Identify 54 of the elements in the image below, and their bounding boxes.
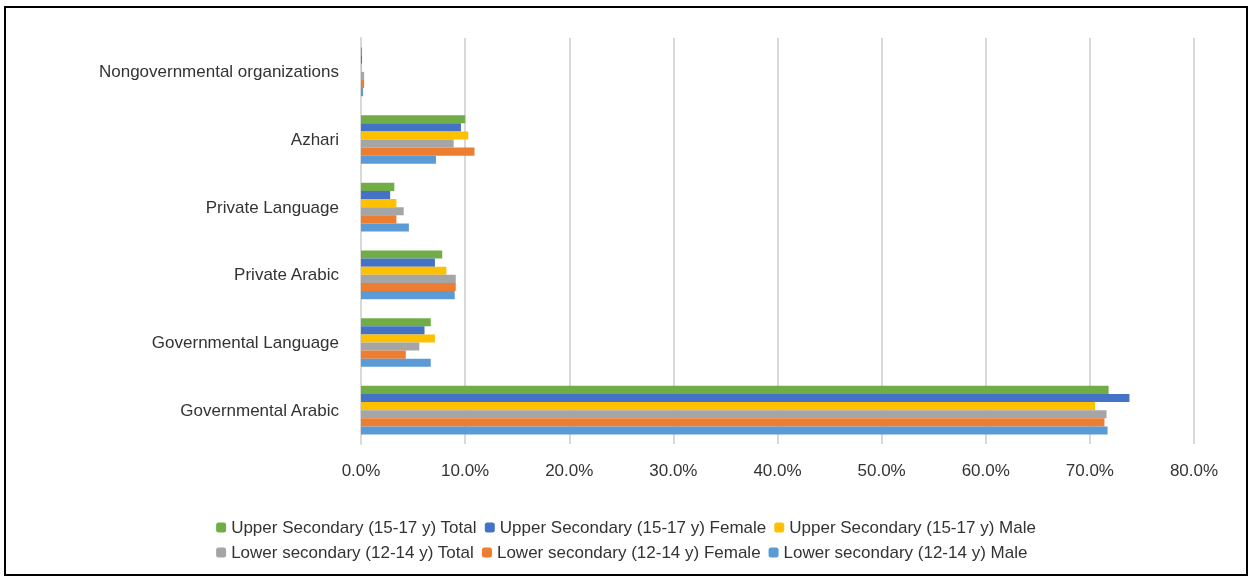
bar (361, 139, 454, 148)
bar (361, 266, 447, 275)
x-tick-label: 60.0% (961, 461, 1010, 480)
bar (361, 258, 435, 267)
x-tick-label: 40.0% (753, 461, 802, 480)
bar (361, 215, 397, 224)
bar (361, 88, 364, 97)
bar (361, 199, 397, 208)
x-tick-label: 50.0% (857, 461, 906, 480)
bar (361, 358, 431, 367)
bar (361, 223, 409, 232)
bar (361, 418, 1105, 427)
bar (361, 155, 436, 164)
y-tick-label: Private Language (205, 197, 339, 217)
legend-label: Upper Secondary (15-17 y) Total (231, 518, 477, 537)
bar (361, 318, 431, 327)
x-tick-label: 70.0% (1065, 461, 1114, 480)
x-tick-label: 30.0% (649, 461, 698, 480)
bar (361, 282, 456, 292)
bar (361, 291, 455, 300)
y-tick-label: Azhari (290, 130, 339, 149)
y-tick-label: Private Arabic (234, 265, 340, 285)
legend-label: Upper Secondary (15-17 y) Female (499, 518, 767, 537)
x-tick-label: 0.0% (341, 461, 381, 480)
bar (361, 393, 1130, 403)
bar (361, 426, 1108, 435)
legend-label: Upper Secondary (15-17 y) Male (789, 518, 1036, 537)
x-tick-label: 10.0% (441, 461, 490, 480)
bar (361, 250, 443, 259)
bar (361, 334, 435, 343)
bar (361, 190, 391, 200)
bar (361, 182, 395, 191)
y-tick-label: Nongovernmental organizations (98, 62, 339, 82)
bar (361, 385, 1109, 394)
legend-label: Lower secondary (12-14 y) Female (496, 543, 761, 562)
legend-label: Lower secondary (12-14 y) Total (231, 543, 474, 562)
bar (361, 147, 475, 156)
bar (361, 71, 365, 80)
bar (361, 350, 406, 359)
y-tick-label: Governmental Arabic (180, 400, 340, 420)
bar (361, 326, 425, 335)
bar (361, 131, 469, 140)
y-tick-label: Governmental Language (151, 333, 339, 352)
bar (361, 207, 404, 216)
bar (361, 410, 1107, 419)
x-tick-label: 20.0% (545, 461, 594, 480)
legend-label: Lower secondary (12-14 y) Male (783, 543, 1028, 562)
bar (361, 274, 456, 283)
bar (361, 402, 1096, 411)
x-tick-label: 80.0% (1169, 461, 1219, 480)
bar (361, 342, 420, 351)
bar (361, 123, 461, 132)
bar (361, 79, 365, 89)
bar (361, 115, 466, 124)
